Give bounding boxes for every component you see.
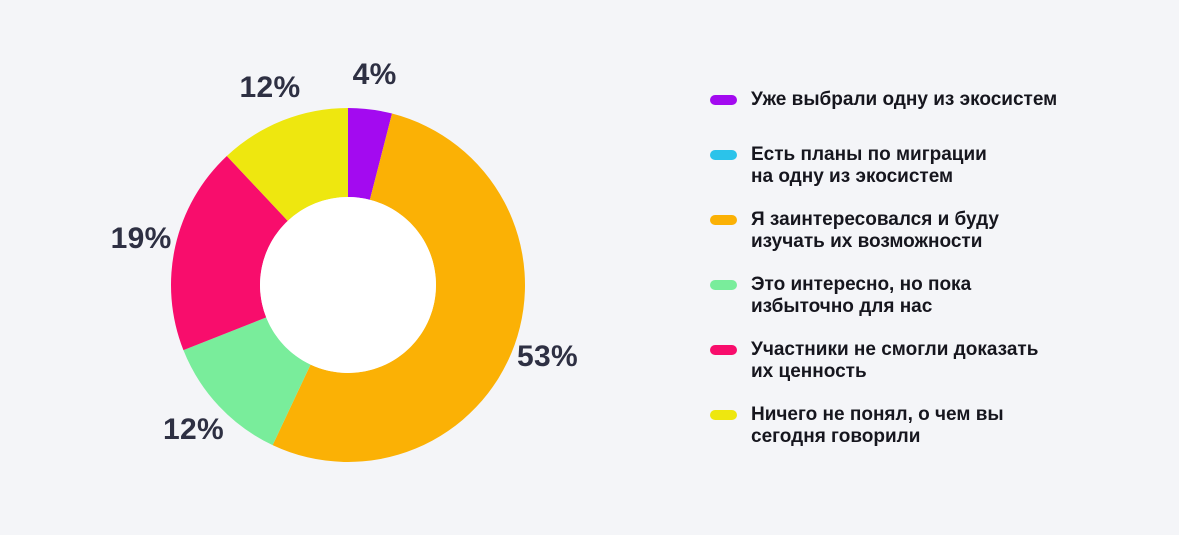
pie-slice-0 [348, 108, 393, 200]
donut-hole [260, 197, 436, 373]
legend-swatch-icon [710, 215, 737, 225]
donut-chart-area: 4% 53% 12% 19% 12% [110, 57, 578, 462]
legend-swatch-icon [710, 410, 737, 420]
pie-slice-5 [226, 108, 348, 221]
legend-item-label: Ничего не понял, о чем вы сегодня говори… [751, 404, 1004, 447]
slice-value-label: 4% [352, 57, 397, 91]
slice-value-label: 12% [162, 413, 224, 447]
legend-item-label: Я заинтересовался и буду изучать их возм… [751, 209, 999, 252]
pie-slice-3 [183, 317, 311, 446]
legend-item-1: Есть планы по миграции на одну из экосис… [710, 144, 1160, 188]
legend-swatch-icon [710, 345, 737, 355]
legend-swatch-icon [710, 280, 737, 290]
legend-item-label: Уже выбрали одну из экосистем [751, 89, 1058, 110]
legend-item-label: Есть планы по миграции на одну из экосис… [751, 144, 987, 187]
donut-chart [171, 108, 525, 462]
chart-legend: Уже выбрали одну из экосистем Есть планы … [710, 89, 1160, 448]
legend-item-label: Это интересно, но пока избыточно для нас [751, 274, 972, 317]
legend-item-5: Ничего не понял, о чем вы сегодня говори… [710, 404, 1160, 448]
legend-item-3: Это интересно, но пока избыточно для нас [710, 274, 1160, 318]
legend-swatch-icon [710, 150, 737, 160]
pie-slice-4 [171, 155, 288, 351]
legend-item-2: Я заинтересовался и буду изучать их возм… [710, 209, 1160, 253]
legend-item-4: Участники не смогли доказать их ценность [710, 339, 1160, 383]
legend-item-label: Участники не смогли доказать их ценность [751, 339, 1039, 382]
legend-swatch-icon [710, 95, 737, 105]
slice-value-label: 12% [239, 70, 301, 104]
slice-value-label: 53% [516, 339, 578, 373]
slice-value-label: 19% [110, 221, 172, 255]
pie-slice-2 [272, 113, 525, 462]
legend-item-0: Уже выбрали одну из экосистем [710, 89, 1160, 111]
